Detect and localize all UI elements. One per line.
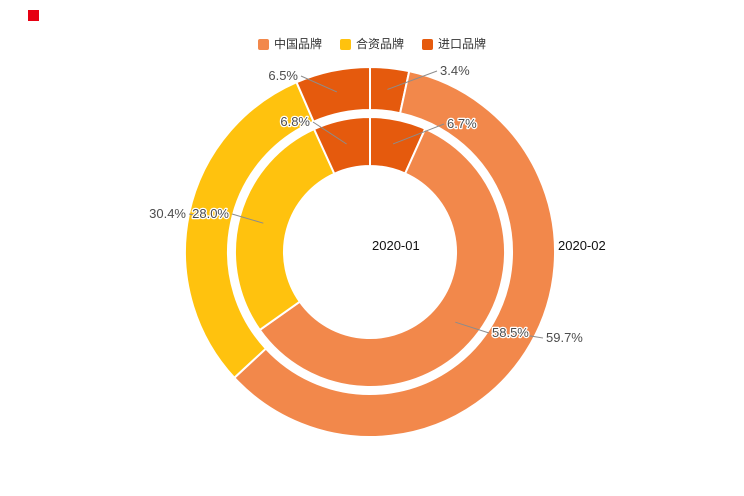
label-leader-line [392,123,445,145]
legend-label: 中国品牌 [273,37,322,51]
segment-percent-label: 28.0% [192,206,229,221]
segment-percent-label: 6.7% [447,116,477,131]
segment-percent-label: 3.4% [440,63,470,78]
donut-segment-2020-01-1-中国品牌[interactable] [258,127,506,388]
label-leader-line [188,213,211,219]
label-leader-line [455,321,490,334]
label-leader-line [312,121,347,145]
legend-swatch-icon [422,38,433,50]
segment-percent-label: 6.5% [268,68,298,83]
ring-name-label-2020-01: 2020-01 [372,238,420,253]
legend-label: 进口品牌 [438,37,487,51]
label-leader-line [511,332,544,339]
segment-percent-label: 30.4% [149,206,186,221]
donut-segment-2020-02-3-进口品牌[interactable] [295,65,371,123]
legend-item-中国品牌[interactable]: 中国品牌 [257,37,322,51]
chart-legend: 中国品牌 合资品牌 进口品牌 [0,38,744,50]
label-leader-line [231,213,264,224]
segment-percent-label: 59.7% [546,330,583,345]
segment-percent-label: 6.8% [280,114,310,129]
legend-swatch-icon [339,38,351,50]
legend-item-进口品牌[interactable]: 进口品牌 [422,38,486,50]
donut-segment-2020-01-2-合资品牌[interactable] [234,127,336,332]
segment-percent-label: 58.5% [492,325,529,340]
legend-swatch-icon [257,38,269,50]
ring-name-label-2020-02: 2020-02 [558,238,606,253]
label-leader-line [387,70,438,90]
label-leader-line [300,75,338,93]
brand-logo-square [28,10,39,21]
legend-label: 合资品牌 [355,37,404,51]
donut-segment-2020-01-3-进口品牌[interactable] [312,115,371,176]
legend-item-合资品牌[interactable]: 合资品牌 [339,37,404,51]
donut-segment-2020-02-1-中国品牌[interactable] [232,70,556,438]
